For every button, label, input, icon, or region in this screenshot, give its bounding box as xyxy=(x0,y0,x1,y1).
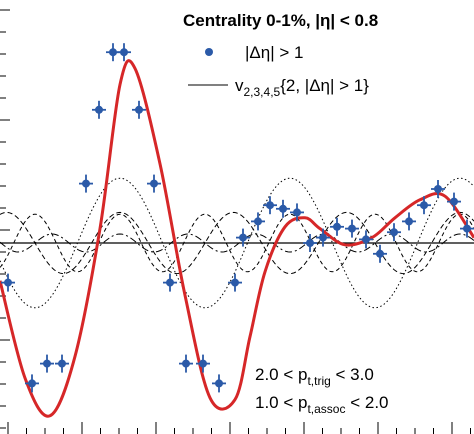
data-point xyxy=(179,354,193,373)
data-point xyxy=(431,180,445,198)
data-point xyxy=(460,219,474,238)
assoc-sub: t,assoc xyxy=(307,402,345,416)
point-marker xyxy=(254,217,262,226)
point-marker xyxy=(279,204,287,213)
point-marker xyxy=(95,105,103,114)
point-marker xyxy=(434,185,442,193)
data-point xyxy=(316,228,330,247)
data-point xyxy=(212,374,226,393)
data-point xyxy=(290,203,304,222)
point-marker xyxy=(450,197,458,206)
point-marker xyxy=(231,278,239,287)
point-marker xyxy=(239,233,247,242)
data-point xyxy=(387,223,401,242)
data-point xyxy=(276,199,290,218)
legend-line-label-main: v xyxy=(235,76,244,95)
data-point xyxy=(40,354,54,373)
point-marker xyxy=(390,228,398,237)
point-marker xyxy=(348,224,356,233)
data-point xyxy=(330,217,344,236)
data-point xyxy=(228,273,242,292)
trig-pre: 2.0 < p xyxy=(255,365,307,384)
point-marker xyxy=(463,224,471,233)
data-point xyxy=(359,230,373,249)
chart-title: Centrality 0-1%, |η| < 0.8 xyxy=(183,11,378,30)
legend: |Δη| > 1 v2,3,4,5{2, |Δη| > 1} xyxy=(188,43,369,99)
trig-range-label: 2.0 < pt,trig < 3.0 xyxy=(255,365,374,388)
data-point xyxy=(373,244,387,263)
data-point xyxy=(251,212,265,231)
point-marker xyxy=(293,208,301,217)
legend-line-label-rest: {2, |Δη| > 1} xyxy=(280,76,369,95)
point-marker xyxy=(319,233,327,242)
data-point xyxy=(147,174,161,193)
point-marker xyxy=(333,222,341,231)
point-marker xyxy=(166,278,174,287)
data-point xyxy=(79,174,93,193)
point-marker xyxy=(182,359,190,368)
legend-line-label-sub: 2,3,4,5 xyxy=(244,85,281,99)
point-marker xyxy=(4,278,12,287)
point-marker xyxy=(43,359,51,368)
point-marker xyxy=(306,239,314,247)
data-point xyxy=(25,374,39,393)
point-marker xyxy=(58,359,66,368)
legend-line-label: v2,3,4,5{2, |Δη| > 1} xyxy=(235,76,369,99)
data-point xyxy=(92,100,106,119)
point-marker xyxy=(376,249,384,258)
assoc-post: < 2.0 xyxy=(345,393,388,412)
trig-sub: t,trig xyxy=(307,374,330,388)
point-marker xyxy=(150,179,158,188)
data-point xyxy=(236,228,250,247)
data-points xyxy=(1,43,474,393)
data-point xyxy=(163,273,177,292)
point-marker xyxy=(420,201,428,210)
data-point xyxy=(117,43,131,62)
kinematic-annotations: 2.0 < pt,trig < 3.0 1.0 < pt,assoc < 2.0 xyxy=(255,365,389,416)
point-marker xyxy=(362,235,370,244)
data-point xyxy=(447,192,461,211)
axis-ticks xyxy=(0,9,471,434)
trig-post: < 3.0 xyxy=(331,365,374,384)
data-point xyxy=(196,354,210,373)
legend-marker xyxy=(205,48,213,56)
data-point xyxy=(1,273,15,292)
component-v2 xyxy=(0,177,474,309)
component-v3 xyxy=(0,211,474,275)
data-point xyxy=(263,196,277,215)
point-marker xyxy=(135,105,143,114)
assoc-pre: 1.0 < p xyxy=(255,393,307,412)
point-marker xyxy=(215,379,223,388)
point-marker xyxy=(266,201,274,210)
point-marker xyxy=(28,379,36,388)
data-point xyxy=(402,212,416,231)
component-v4 xyxy=(0,213,474,273)
data-point xyxy=(417,196,431,215)
data-point xyxy=(345,219,359,238)
data-point xyxy=(55,354,69,373)
assoc-range-label: 1.0 < pt,assoc < 2.0 xyxy=(255,393,389,416)
legend-marker-label: |Δη| > 1 xyxy=(245,43,303,62)
point-marker xyxy=(199,359,207,368)
data-point xyxy=(132,100,146,119)
point-marker xyxy=(82,179,90,188)
fit-curve xyxy=(0,59,474,418)
point-marker xyxy=(120,48,128,57)
data-point xyxy=(303,234,317,252)
point-marker xyxy=(405,217,413,226)
point-marker xyxy=(109,48,117,57)
